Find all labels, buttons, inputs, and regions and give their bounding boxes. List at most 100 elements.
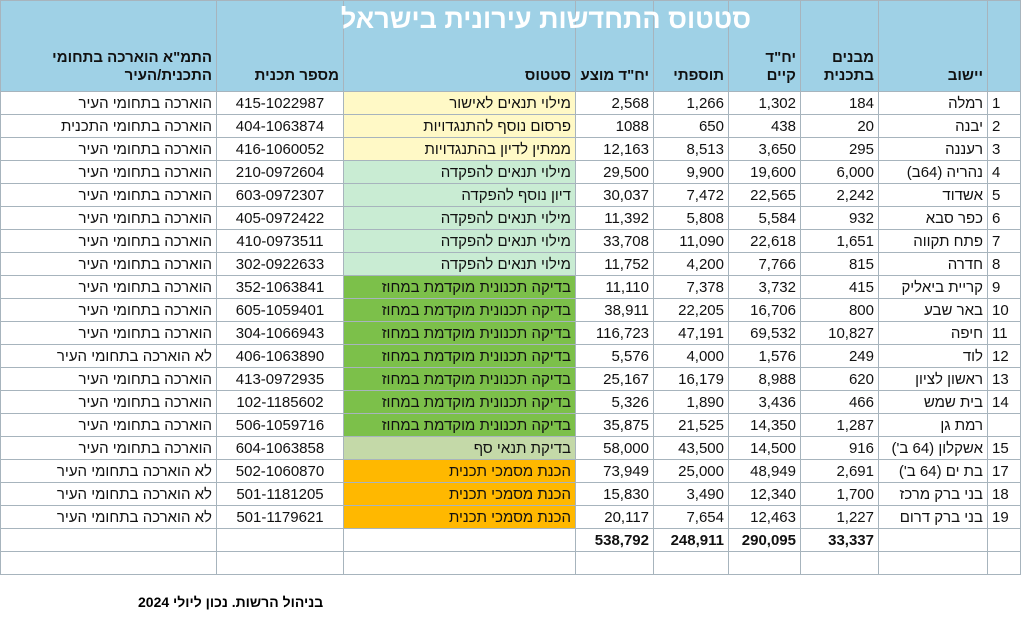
city-cell[interactable]: לוד <box>878 344 988 368</box>
status-cell[interactable]: מילוי תנאים להפקדה <box>343 252 576 276</box>
row-number-cell[interactable]: 1 <box>987 91 1021 115</box>
authority-cell[interactable]: לא הוארכה בתחומי העיר <box>0 505 217 529</box>
row-number-cell[interactable]: 13 <box>987 367 1021 391</box>
proposed-units-cell[interactable]: 38,911 <box>575 298 654 322</box>
totals-blank-cell[interactable] <box>0 528 217 552</box>
existing-units-cell[interactable]: 12,340 <box>728 482 801 506</box>
additional-units-cell[interactable]: 1,266 <box>653 91 729 115</box>
city-cell[interactable]: יבנה <box>878 114 988 138</box>
existing-units-cell[interactable]: 8,988 <box>728 367 801 391</box>
additional-units-cell[interactable]: 22,205 <box>653 298 729 322</box>
proposed-units-cell[interactable]: 11,752 <box>575 252 654 276</box>
plan-number-cell[interactable]: 302-0922633 <box>216 252 344 276</box>
city-cell[interactable]: באר שבע <box>878 298 988 322</box>
additional-units-cell[interactable]: 7,654 <box>653 505 729 529</box>
proposed-units-cell[interactable]: 116,723 <box>575 321 654 345</box>
additional-units-cell[interactable]: 16,179 <box>653 367 729 391</box>
additional-units-cell[interactable]: 5,808 <box>653 206 729 230</box>
city-cell[interactable]: רמלה <box>878 91 988 115</box>
existing-units-cell[interactable]: 14,500 <box>728 436 801 460</box>
status-cell[interactable]: מילוי תנאים להפקדה <box>343 160 576 184</box>
existing-units-cell[interactable]: 69,532 <box>728 321 801 345</box>
plan-number-cell[interactable]: 416-1060052 <box>216 137 344 161</box>
row-number-cell[interactable]: 8 <box>987 252 1021 276</box>
header-proposed[interactable]: יח"ד מוצע <box>575 0 654 92</box>
totals-blank-cell[interactable] <box>216 528 344 552</box>
buildings-cell[interactable]: 249 <box>800 344 879 368</box>
buildings-cell[interactable]: 20 <box>800 114 879 138</box>
proposed-units-cell[interactable]: 20,117 <box>575 505 654 529</box>
row-number-cell[interactable]: 19 <box>987 505 1021 529</box>
empty-cell[interactable] <box>0 551 217 575</box>
plan-number-cell[interactable]: 404-1063874 <box>216 114 344 138</box>
status-cell[interactable]: בדיקה תכנונית מוקדמת במחוז <box>343 413 576 437</box>
status-cell[interactable]: הכנת מסמכי תכנית <box>343 482 576 506</box>
proposed-units-cell[interactable]: 35,875 <box>575 413 654 437</box>
proposed-units-cell[interactable]: 5,326 <box>575 390 654 414</box>
status-cell[interactable]: דיון נוסף להפקדה <box>343 183 576 207</box>
row-number-cell[interactable] <box>987 413 1021 437</box>
row-number-cell[interactable]: 4 <box>987 160 1021 184</box>
city-cell[interactable]: בני ברק דרום <box>878 505 988 529</box>
proposed-units-cell[interactable]: 11,110 <box>575 275 654 299</box>
status-cell[interactable]: הכנת מסמכי תכנית <box>343 459 576 483</box>
plan-number-cell[interactable]: 501-1181205 <box>216 482 344 506</box>
city-cell[interactable]: פתח תקווה <box>878 229 988 253</box>
row-number-cell[interactable]: 5 <box>987 183 1021 207</box>
city-cell[interactable]: ראשון לציון <box>878 367 988 391</box>
existing-units-cell[interactable]: 1,576 <box>728 344 801 368</box>
existing-units-cell[interactable]: 12,463 <box>728 505 801 529</box>
buildings-cell[interactable]: 184 <box>800 91 879 115</box>
additional-units-cell[interactable]: 8,513 <box>653 137 729 161</box>
status-cell[interactable]: בדיקה תכנונית מוקדמת במחוז <box>343 298 576 322</box>
city-cell[interactable]: רעננה <box>878 137 988 161</box>
city-cell[interactable]: בני ברק מרכז <box>878 482 988 506</box>
status-cell[interactable]: ממתין לדיון בהתנגדויות <box>343 137 576 161</box>
authority-cell[interactable]: הוארכה בתחומי העיר <box>0 206 217 230</box>
additional-units-cell[interactable]: 7,472 <box>653 183 729 207</box>
existing-units-cell[interactable]: 14,350 <box>728 413 801 437</box>
authority-cell[interactable]: הוארכה בתחומי העיר <box>0 367 217 391</box>
row-number-cell[interactable]: 6 <box>987 206 1021 230</box>
proposed-units-cell[interactable]: 1088 <box>575 114 654 138</box>
status-cell[interactable]: בדיקה תכנונית מוקדמת במחוז <box>343 390 576 414</box>
authority-cell[interactable]: הוארכה בתחומי העיר <box>0 321 217 345</box>
status-cell[interactable]: פרסום נוסף להתנגדויות <box>343 114 576 138</box>
proposed-units-cell[interactable]: 29,500 <box>575 160 654 184</box>
header-additional[interactable]: תוספתי <box>653 0 729 92</box>
authority-cell[interactable]: הוארכה בתחומי העיר <box>0 160 217 184</box>
proposed-units-cell[interactable]: 2,568 <box>575 91 654 115</box>
status-cell[interactable]: בדיקה תכנונית מוקדמת במחוז <box>343 321 576 345</box>
buildings-cell[interactable]: 415 <box>800 275 879 299</box>
totals-blank-cell[interactable] <box>878 528 988 552</box>
authority-cell[interactable]: הוארכה בתחומי העיר <box>0 252 217 276</box>
empty-cell[interactable] <box>343 551 576 575</box>
existing-units-cell[interactable]: 5,584 <box>728 206 801 230</box>
plan-number-cell[interactable]: 410-0973511 <box>216 229 344 253</box>
status-cell[interactable]: בדיקה תכנונית מוקדמת במחוז <box>343 344 576 368</box>
plan-number-cell[interactable]: 501-1179621 <box>216 505 344 529</box>
authority-cell[interactable]: הוארכה בתחומי העיר <box>0 229 217 253</box>
proposed-units-cell[interactable]: 12,163 <box>575 137 654 161</box>
empty-cell[interactable] <box>728 551 801 575</box>
status-cell[interactable]: מילוי תנאים להפקדה <box>343 229 576 253</box>
row-number-cell[interactable]: 18 <box>987 482 1021 506</box>
buildings-cell[interactable]: 2,691 <box>800 459 879 483</box>
proposed-units-cell[interactable]: 33,708 <box>575 229 654 253</box>
row-number-cell[interactable]: 17 <box>987 459 1021 483</box>
city-cell[interactable]: חדרה <box>878 252 988 276</box>
plan-number-cell[interactable]: 604-1063858 <box>216 436 344 460</box>
status-cell[interactable]: בדיקה תכנונית מוקדמת במחוז <box>343 367 576 391</box>
totals-blank-cell[interactable] <box>987 528 1021 552</box>
buildings-cell[interactable]: 1,700 <box>800 482 879 506</box>
buildings-cell[interactable]: 1,651 <box>800 229 879 253</box>
city-cell[interactable]: אשקלון (64 ב') <box>878 436 988 460</box>
additional-units-cell[interactable]: 7,378 <box>653 275 729 299</box>
existing-units-cell[interactable]: 19,600 <box>728 160 801 184</box>
buildings-cell[interactable]: 466 <box>800 390 879 414</box>
additional-units-cell[interactable]: 4,200 <box>653 252 729 276</box>
plan-number-cell[interactable]: 413-0972935 <box>216 367 344 391</box>
buildings-cell[interactable]: 916 <box>800 436 879 460</box>
status-cell[interactable]: מילוי תנאים לאישור <box>343 91 576 115</box>
city-cell[interactable]: כפר סבא <box>878 206 988 230</box>
